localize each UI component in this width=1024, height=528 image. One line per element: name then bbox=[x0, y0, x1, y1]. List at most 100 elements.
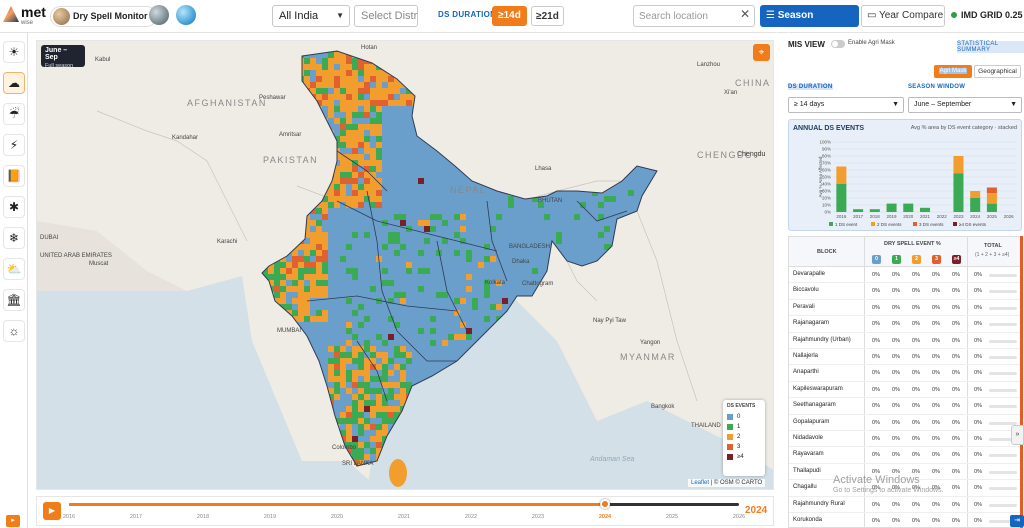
table-scroll-accent[interactable] bbox=[1020, 236, 1023, 528]
timeline-year-label[interactable]: 2019 bbox=[263, 514, 277, 520]
pinwheel-icon[interactable]: ✱ bbox=[3, 196, 25, 218]
play-icon[interactable]: ▶ bbox=[43, 502, 61, 520]
duration-21d-button[interactable]: ≥21d bbox=[531, 6, 564, 26]
rain-cloud-icon[interactable]: ☔ bbox=[3, 103, 25, 125]
view-tab-agri-mask[interactable]: Agri Mask bbox=[934, 65, 972, 78]
table-row[interactable]: Biccavolu 0% 0% 0% 0% 0% 0% bbox=[789, 283, 1021, 300]
chart-bar[interactable] bbox=[853, 209, 864, 212]
table-row[interactable]: Rayavaram 0% 0% 0% 0% 0% 0% bbox=[789, 447, 1021, 464]
sunrise-icon[interactable]: ☼ bbox=[3, 320, 25, 342]
region-select-value: All India bbox=[279, 10, 319, 22]
total-bar bbox=[989, 421, 1017, 425]
map-canvas[interactable] bbox=[37, 41, 774, 490]
year-compare-button[interactable]: ▭ Year Compare bbox=[861, 5, 945, 27]
chart-bar[interactable] bbox=[970, 191, 981, 198]
chart-bar[interactable] bbox=[953, 173, 964, 213]
map-label: Lanzhou bbox=[697, 62, 721, 68]
map-label: Lhasa bbox=[535, 166, 552, 172]
panel-expand-button[interactable]: » bbox=[1011, 425, 1024, 445]
x-tick-label: 2017 bbox=[853, 214, 864, 219]
category-header-badge[interactable]: ≥4 bbox=[952, 255, 961, 264]
timeline-year-label[interactable]: 2020 bbox=[330, 514, 344, 520]
book-icon[interactable]: 📙 bbox=[3, 165, 25, 187]
timeline-year-label[interactable]: 2021 bbox=[397, 514, 411, 520]
district-select[interactable]: Select District bbox=[354, 5, 418, 27]
weather-icon[interactable]: ⛅ bbox=[3, 258, 25, 280]
duration-14d-button[interactable]: ≥14d bbox=[492, 6, 527, 26]
chart-bar[interactable] bbox=[986, 193, 997, 204]
chart-bar[interactable] bbox=[970, 198, 981, 212]
timeline-year-label[interactable]: 2016 bbox=[62, 514, 76, 520]
map-label: Dhaka bbox=[512, 259, 530, 265]
timeline-year-label[interactable]: 2022 bbox=[464, 514, 478, 520]
chart-bar[interactable] bbox=[886, 203, 897, 212]
chart-bar[interactable] bbox=[836, 184, 847, 212]
category-header-badge[interactable]: 1 bbox=[892, 255, 901, 264]
season-windows-button[interactable]: ☰ Season Windows bbox=[760, 5, 859, 43]
table-row[interactable]: Nidadavole 0% 0% 0% 0% 0% 0% bbox=[789, 431, 1021, 448]
timeline-track[interactable] bbox=[69, 499, 739, 509]
category-header-badge[interactable]: 0 bbox=[872, 255, 881, 264]
timeline-year-label[interactable]: 2018 bbox=[196, 514, 210, 520]
timeline-year-label[interactable]: 2024 bbox=[598, 514, 612, 520]
timeline-year-label[interactable]: 2025 bbox=[665, 514, 679, 520]
table-row[interactable]: Kapileswarapuram 0% 0% 0% 0% 0% 0% bbox=[789, 382, 1021, 399]
table-row[interactable]: Gopalapuram 0% 0% 0% 0% 0% 0% bbox=[789, 415, 1021, 431]
chart-bar[interactable] bbox=[953, 156, 964, 174]
app-logo[interactable]: met wise bbox=[3, 4, 49, 30]
chart-bar[interactable] bbox=[869, 209, 880, 212]
ds-duration-label: DS DURATION: bbox=[438, 10, 500, 19]
table-row[interactable]: Seethanagaram 0% 0% 0% 0% 0% 0% bbox=[789, 398, 1021, 415]
chart-bar[interactable] bbox=[986, 187, 997, 194]
fullscreen-icon[interactable]: ⌖ bbox=[753, 44, 770, 61]
category-header-badge[interactable]: 2 bbox=[912, 255, 921, 264]
table-row[interactable]: Thallapudi 0% 0% 0% 0% 0% 0% bbox=[789, 464, 1021, 481]
chart-bar[interactable] bbox=[836, 166, 847, 185]
table-row[interactable]: Rajahmundry Rural 0% 0% 0% 0% 0% 0% bbox=[789, 497, 1021, 513]
map-label: Karachi bbox=[217, 239, 238, 245]
map-container[interactable]: Hotan Kabul AFGHANISTAN Peshawar Kandahar Amr… bbox=[36, 40, 774, 490]
table-row[interactable]: Nallajerla 0% 0% 0% 0% 0% 0% bbox=[789, 349, 1021, 366]
building-icon[interactable]: 🏛 bbox=[3, 289, 25, 311]
legend-swatch bbox=[727, 454, 733, 460]
season-window-field-label: SEASON WINDOW bbox=[908, 84, 966, 90]
search-location-input[interactable] bbox=[633, 5, 755, 27]
timeline-thumb[interactable] bbox=[600, 499, 610, 509]
y-tick-label: 20% bbox=[822, 196, 831, 201]
app-title-badge[interactable]: Dry Spell Monitor bbox=[50, 6, 157, 27]
view-tab-geographical[interactable]: Geographical bbox=[974, 65, 1021, 78]
ds-percent-value: 0% bbox=[912, 468, 920, 475]
legend-item: ≥4 bbox=[727, 452, 761, 462]
timeline-year-label[interactable]: 2026 bbox=[732, 514, 746, 520]
category-header-badge[interactable]: 3 bbox=[932, 255, 941, 264]
table-row[interactable]: Chagallu 0% 0% 0% 0% 0% 0% bbox=[789, 480, 1021, 497]
season-window-select[interactable]: June – September ▼ bbox=[908, 97, 1022, 113]
x-tick-label: 2019 bbox=[887, 214, 898, 219]
ds-duration-select[interactable]: ≥ 14 days ▼ bbox=[788, 97, 904, 113]
leaflet-link[interactable]: Leaflet bbox=[691, 480, 710, 486]
chart-bar[interactable] bbox=[986, 203, 997, 212]
table-row[interactable]: Korukonda 0% 0% 0% 0% 0% 0% bbox=[789, 513, 1021, 527]
attribution-text: | © OSM © CARTO bbox=[709, 480, 763, 486]
export-icon[interactable]: ⇥ bbox=[1010, 515, 1024, 527]
collapse-left-icon[interactable]: ▸ bbox=[6, 515, 20, 527]
table-row[interactable]: Peravali 0% 0% 0% 0% 0% 0% bbox=[789, 300, 1021, 317]
agri-mask-toggle[interactable] bbox=[831, 40, 845, 48]
lightning-icon[interactable]: ⚡ bbox=[3, 134, 25, 156]
cloud-icon[interactable]: ☁ bbox=[3, 72, 25, 94]
table-row[interactable]: Devarapalle 0% 0% 0% 0% 0% 0% bbox=[789, 267, 1021, 284]
globe-grey-icon[interactable] bbox=[149, 5, 169, 25]
sun-icon[interactable]: ☀ bbox=[3, 41, 25, 63]
snow-icon[interactable]: ❄ bbox=[3, 227, 25, 249]
table-row[interactable]: Anaparthi 0% 0% 0% 0% 0% 0% bbox=[789, 365, 1021, 382]
timeline-year-label[interactable]: 2017 bbox=[129, 514, 143, 520]
table-row[interactable]: Rajahmundry (Urban) 0% 0% 0% 0% 0% 0% bbox=[789, 333, 1021, 349]
clear-search-icon[interactable]: ✕ bbox=[740, 7, 751, 21]
globe-blue-icon[interactable] bbox=[176, 5, 196, 25]
status-dot-icon bbox=[951, 12, 957, 18]
timeline-year-label[interactable]: 2023 bbox=[531, 514, 545, 520]
region-select[interactable]: All India ▼ bbox=[272, 5, 350, 27]
chart-bar[interactable] bbox=[903, 203, 914, 212]
chart-bar[interactable] bbox=[919, 207, 931, 212]
table-row[interactable]: Rajanagaram 0% 0% 0% 0% 0% 0% bbox=[789, 316, 1021, 333]
